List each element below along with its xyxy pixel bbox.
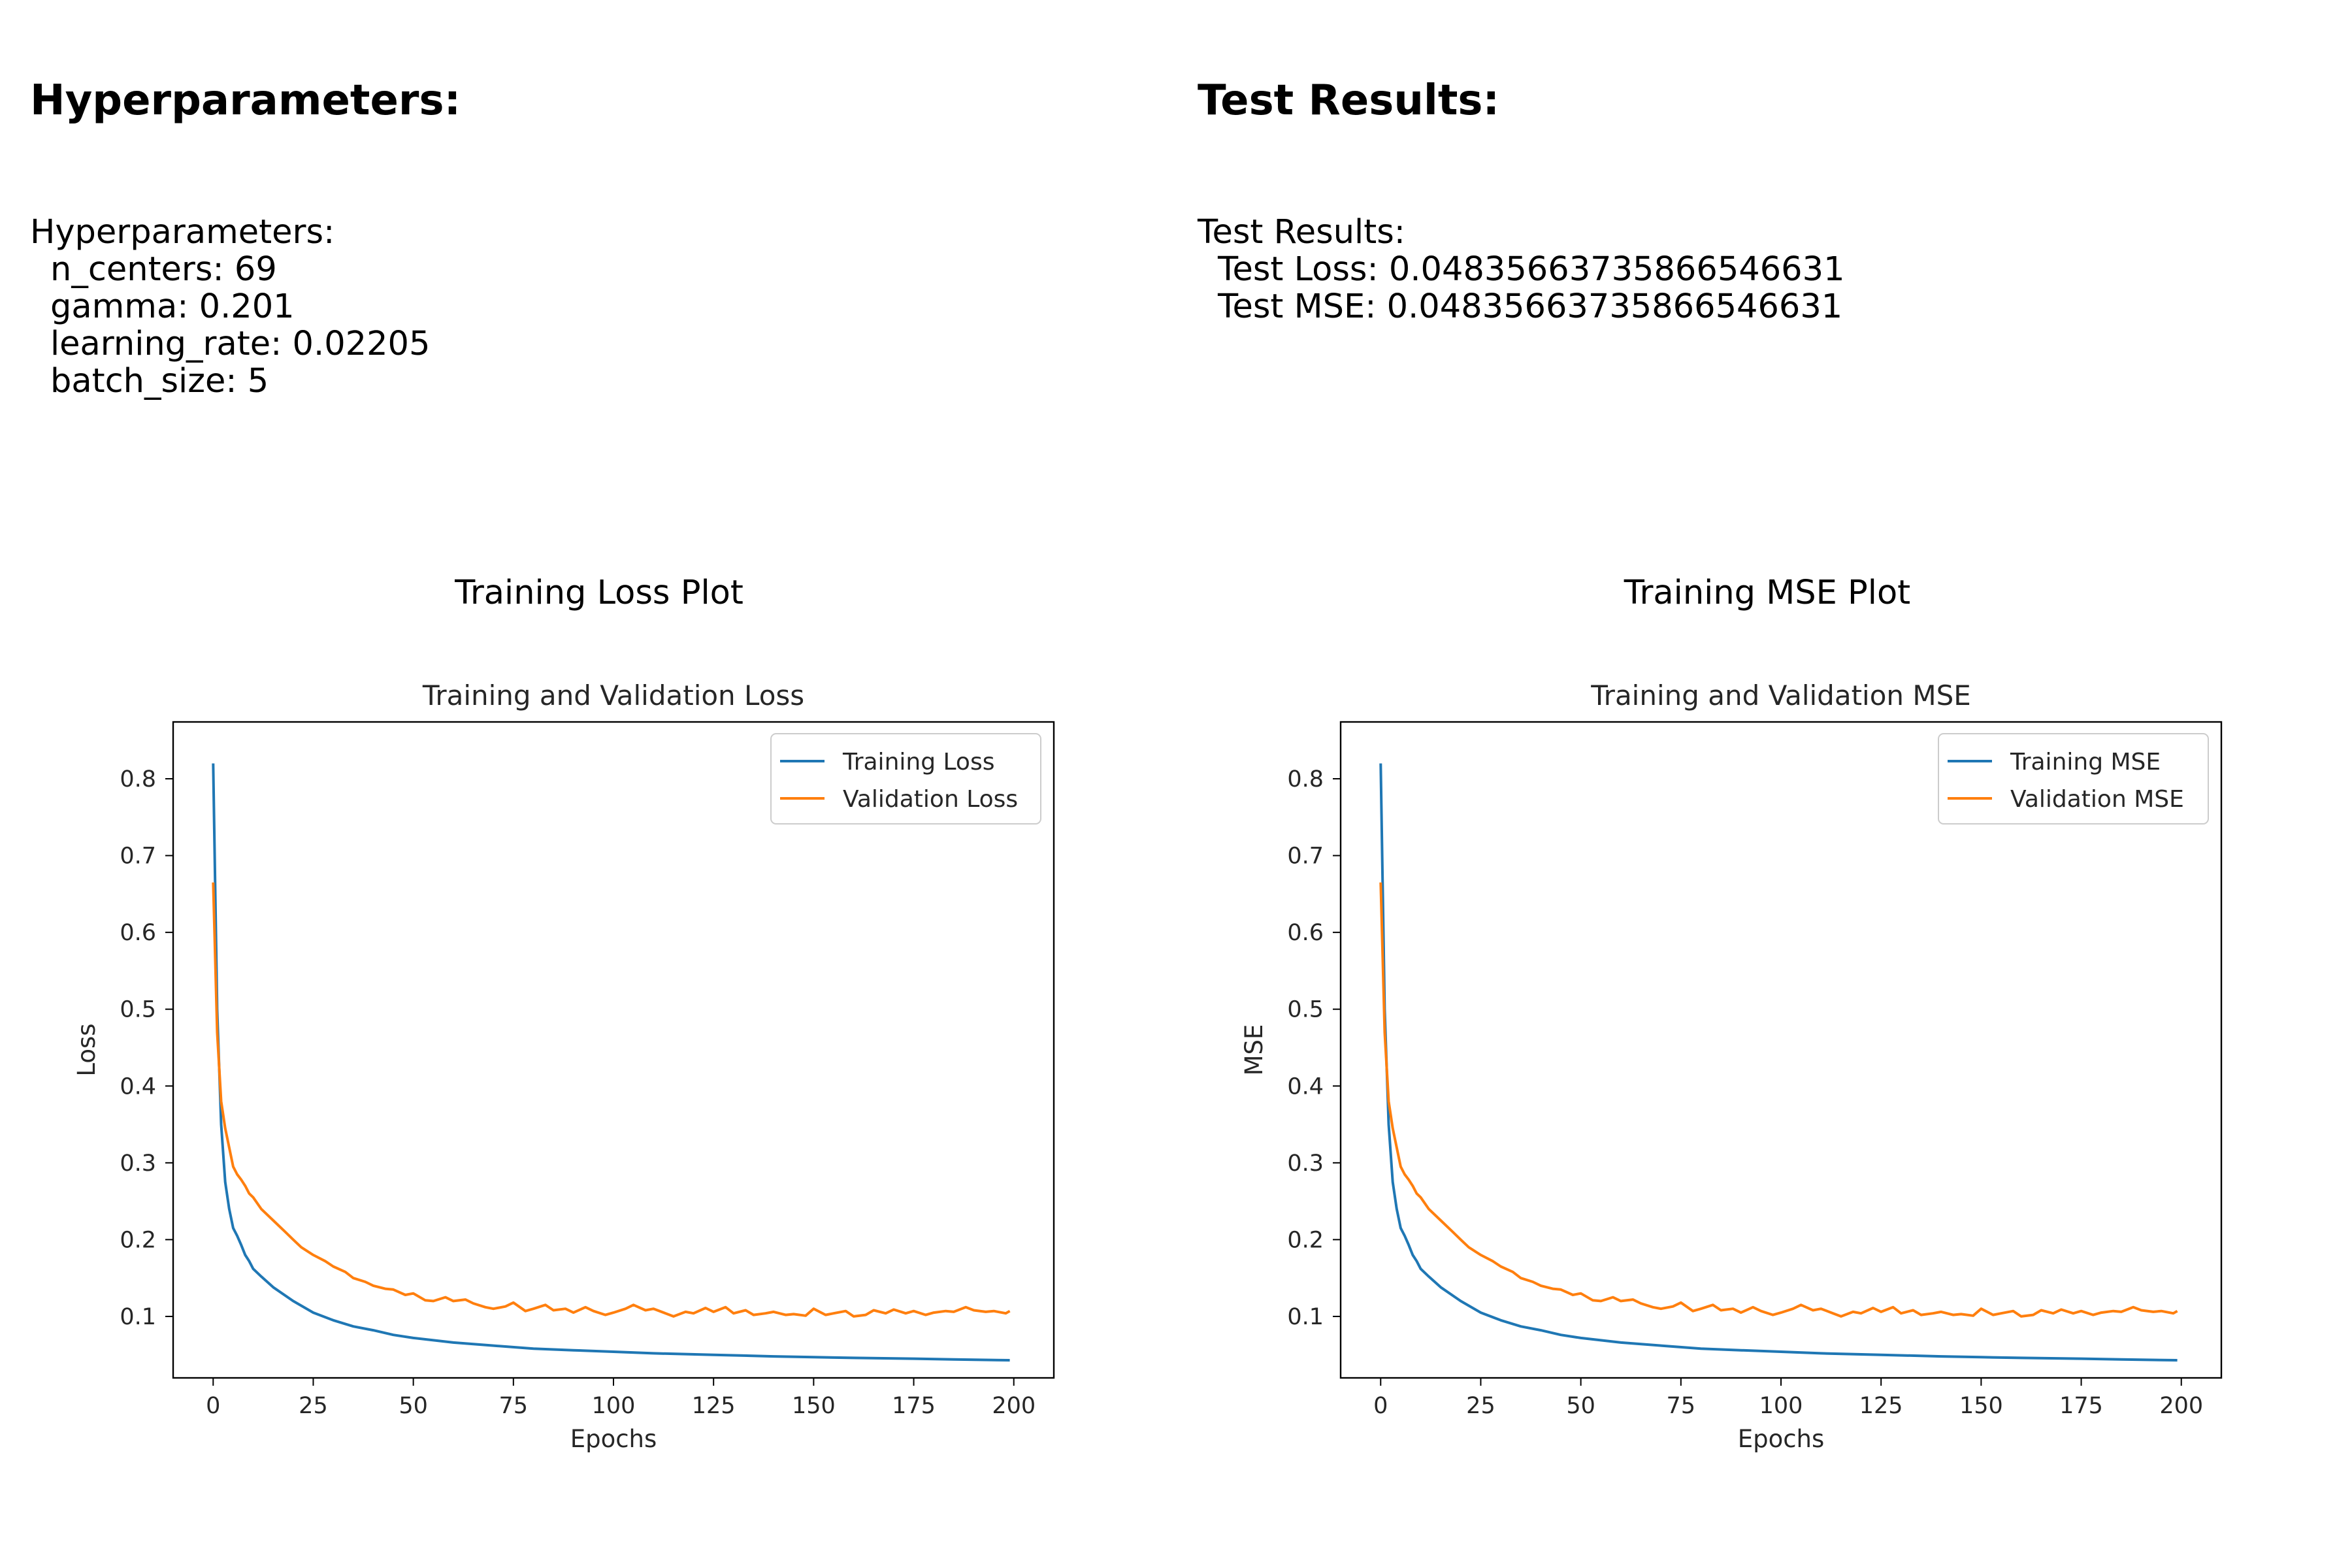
x-tick-label: 50 <box>1566 1393 1595 1419</box>
series-line-1 <box>1379 882 2178 1318</box>
y-tick-label: 0.2 <box>1287 1227 1324 1253</box>
x-axis-label: Epochs <box>570 1425 657 1453</box>
x-tick-label: 100 <box>592 1393 636 1419</box>
chart-title: Training and Validation MSE <box>1590 679 1971 711</box>
x-tick-label: 150 <box>792 1393 836 1419</box>
x-tick-label: 75 <box>1667 1393 1696 1419</box>
test-results-block: Test Results: Test Loss: 0.04835663735866… <box>1198 176 1845 363</box>
legend-entry: Training MSE <box>2010 749 2161 776</box>
y-tick-label: 0.6 <box>120 920 156 946</box>
x-tick-label: 0 <box>206 1393 220 1419</box>
y-tick-label: 0.4 <box>1287 1073 1324 1100</box>
hyperparameters-block: Hyperparameters: n_centers: 69 gamma: 0.20… <box>30 176 430 437</box>
legend-box <box>770 733 1041 825</box>
y-tick-label: 0.6 <box>1287 920 1324 946</box>
x-tick-label: 75 <box>499 1393 529 1419</box>
y-tick-label: 0.4 <box>120 1073 156 1100</box>
test-result-line: Test MSE: 0.04835663735866546631 <box>1218 287 1843 326</box>
y-tick-label: 0.5 <box>120 997 156 1023</box>
y-tick-label: 0.8 <box>120 766 156 792</box>
legend-entry: Validation Loss <box>843 786 1018 813</box>
y-tick-label: 0.3 <box>1287 1151 1324 1177</box>
legend-entry: Training Loss <box>842 749 994 776</box>
x-tick-label: 150 <box>1959 1393 2003 1419</box>
test-results-heading: Test Results: <box>1198 76 1500 125</box>
y-tick-label: 0.3 <box>120 1151 156 1177</box>
x-tick-label: 100 <box>1759 1393 1803 1419</box>
legend-box <box>1938 733 2209 825</box>
legend: Training Loss Validation Loss <box>770 733 1041 825</box>
series-line-0 <box>212 763 1010 1362</box>
x-tick-label: 200 <box>2159 1393 2203 1419</box>
y-tick-label: 0.5 <box>1287 997 1324 1023</box>
x-tick-label: 200 <box>992 1393 1036 1419</box>
x-tick-label: 50 <box>399 1393 428 1419</box>
y-tick-label: 0.8 <box>1287 766 1324 792</box>
loss-chart: Training and Validation Loss 0 25 50 75 100 12… <box>73 679 1055 1453</box>
series-line-0 <box>1379 763 2178 1362</box>
x-tick-label: 175 <box>892 1393 936 1419</box>
test-result-line: Test Loss: 0.04835663735866546631 <box>1218 250 1845 289</box>
chart-title: Training and Validation Loss <box>422 679 804 711</box>
x-tick-label: 25 <box>299 1393 328 1419</box>
x-tick-label: 25 <box>1466 1393 1495 1419</box>
x-tick-label: 125 <box>692 1393 736 1419</box>
training-mse-plot-heading: Training MSE Plot <box>1624 574 1911 612</box>
training-loss-plot-heading: Training Loss Plot <box>455 574 743 612</box>
legend-entry: Validation MSE <box>2010 786 2184 813</box>
y-tick-label: 0.7 <box>120 843 156 870</box>
series-line-1 <box>212 882 1011 1318</box>
hyperparameters-block-title: Hyperparameters: <box>30 213 335 252</box>
y-tick-label: 0.2 <box>120 1227 156 1253</box>
y-axis-label: Loss <box>73 1023 101 1076</box>
y-axis-label: MSE <box>1240 1024 1268 1076</box>
hyperparam-line: learning_rate: 0.02205 <box>50 325 431 363</box>
y-tick-label: 0.1 <box>1287 1304 1324 1330</box>
x-tick-label: 125 <box>1859 1393 1903 1419</box>
test-results-block-title: Test Results: <box>1198 213 1405 252</box>
hyperparam-line: n_centers: 69 <box>50 250 277 289</box>
y-tick-label: 0.7 <box>1287 843 1324 870</box>
hyperparameters-heading: Hyperparameters: <box>30 76 461 125</box>
x-tick-label: 0 <box>1373 1393 1388 1419</box>
legend: Training MSE Validation MSE <box>1938 733 2209 825</box>
mse-chart: Training and Validation MSE 0 25 50 75 100 125… <box>1240 679 2223 1453</box>
hyperparam-line: gamma: 0.201 <box>50 287 295 326</box>
x-axis-label: Epochs <box>1738 1425 1825 1453</box>
y-tick-label: 0.1 <box>120 1304 156 1330</box>
hyperparam-line: batch_size: 5 <box>50 362 269 400</box>
x-tick-label: 175 <box>2059 1393 2103 1419</box>
